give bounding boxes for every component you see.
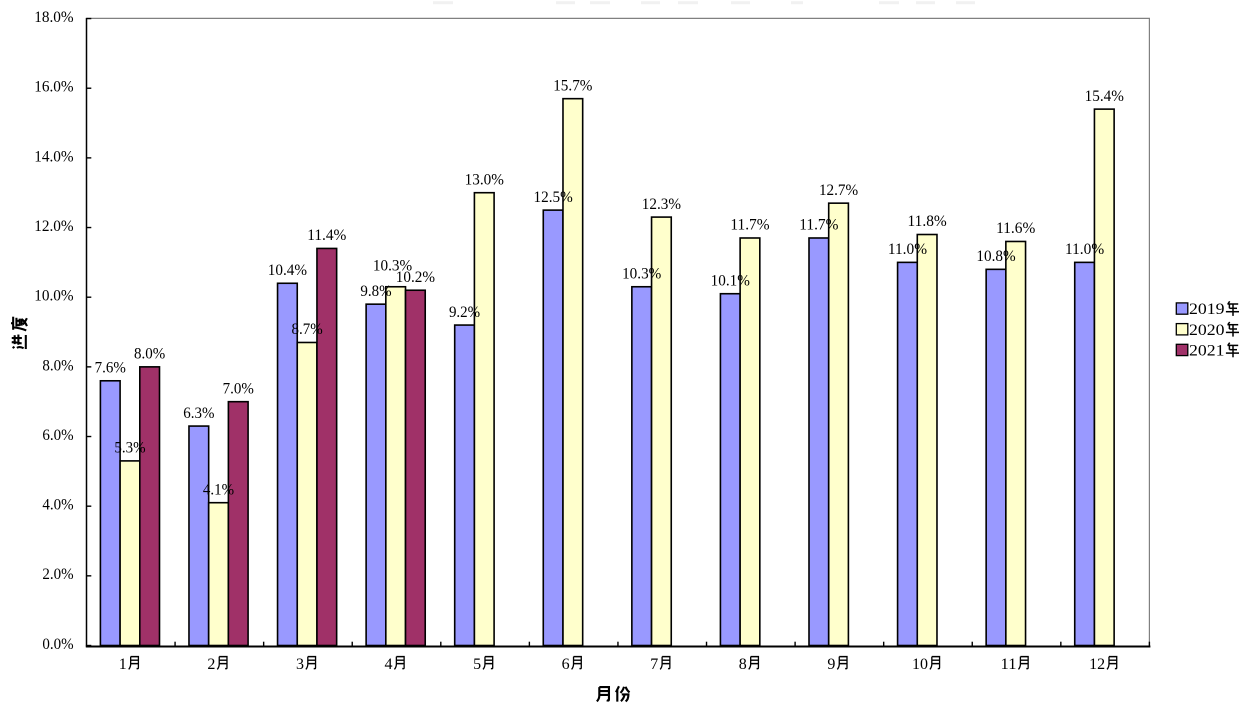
svg-text:2.0%: 2.0% — [42, 566, 73, 583]
svg-text:18.0%: 18.0% — [34, 9, 73, 26]
svg-text:8.7%: 8.7% — [292, 321, 323, 338]
svg-text:11.0%: 11.0% — [888, 241, 927, 258]
svg-text:2021: 2021 — [1189, 343, 1225, 360]
svg-text:3: 3 — [296, 656, 304, 673]
svg-text:7: 7 — [650, 656, 658, 673]
svg-text:12: 12 — [1089, 656, 1105, 673]
svg-text:4: 4 — [385, 656, 393, 673]
svg-text:5.3%: 5.3% — [114, 440, 145, 457]
svg-text:11.6%: 11.6% — [996, 220, 1035, 237]
svg-text:11.7%: 11.7% — [730, 217, 769, 234]
svg-text:1: 1 — [119, 656, 127, 673]
svg-text:14.0%: 14.0% — [34, 148, 73, 165]
svg-text:0.0%: 0.0% — [42, 636, 73, 653]
svg-text:8: 8 — [739, 656, 747, 673]
svg-text:2020: 2020 — [1189, 322, 1225, 339]
svg-text:15.4%: 15.4% — [1085, 88, 1124, 105]
svg-text:10.3%: 10.3% — [373, 257, 412, 274]
svg-text:12.5%: 12.5% — [534, 189, 573, 206]
svg-text:9.2%: 9.2% — [449, 304, 480, 321]
svg-text:9: 9 — [827, 656, 835, 673]
svg-text:6: 6 — [562, 656, 570, 673]
svg-text:6.0%: 6.0% — [42, 427, 73, 444]
svg-text:5: 5 — [473, 656, 481, 673]
svg-text:10.4%: 10.4% — [268, 262, 307, 279]
svg-text:10.0%: 10.0% — [34, 288, 73, 305]
svg-text:12.0%: 12.0% — [34, 218, 73, 235]
svg-text:4.0%: 4.0% — [42, 497, 73, 514]
svg-text:6.3%: 6.3% — [183, 405, 214, 422]
svg-text:15.7%: 15.7% — [553, 77, 592, 94]
svg-text:9.8%: 9.8% — [360, 283, 391, 300]
svg-text:11.7%: 11.7% — [799, 217, 838, 234]
svg-text:12.3%: 12.3% — [642, 196, 681, 213]
svg-text:7.6%: 7.6% — [95, 359, 126, 376]
svg-text:10.8%: 10.8% — [976, 248, 1015, 265]
svg-text:10.1%: 10.1% — [711, 272, 750, 289]
svg-text:12.7%: 12.7% — [819, 182, 858, 199]
svg-text:7.0%: 7.0% — [223, 380, 254, 397]
svg-text:13.0%: 13.0% — [465, 171, 504, 188]
svg-text:2: 2 — [207, 656, 215, 673]
svg-text:8.0%: 8.0% — [42, 357, 73, 374]
svg-text:10: 10 — [912, 656, 928, 673]
svg-text:10.2%: 10.2% — [396, 269, 435, 286]
svg-text:11.8%: 11.8% — [908, 213, 947, 230]
svg-text:8.0%: 8.0% — [134, 346, 165, 363]
svg-text:10.3%: 10.3% — [622, 265, 661, 282]
svg-text:11.0%: 11.0% — [1065, 241, 1104, 258]
svg-text:16.0%: 16.0% — [34, 79, 73, 96]
svg-text:4.1%: 4.1% — [203, 481, 234, 498]
svg-text:11: 11 — [1001, 656, 1017, 673]
svg-text:11.4%: 11.4% — [307, 227, 346, 244]
svg-text:2019: 2019 — [1189, 301, 1225, 318]
